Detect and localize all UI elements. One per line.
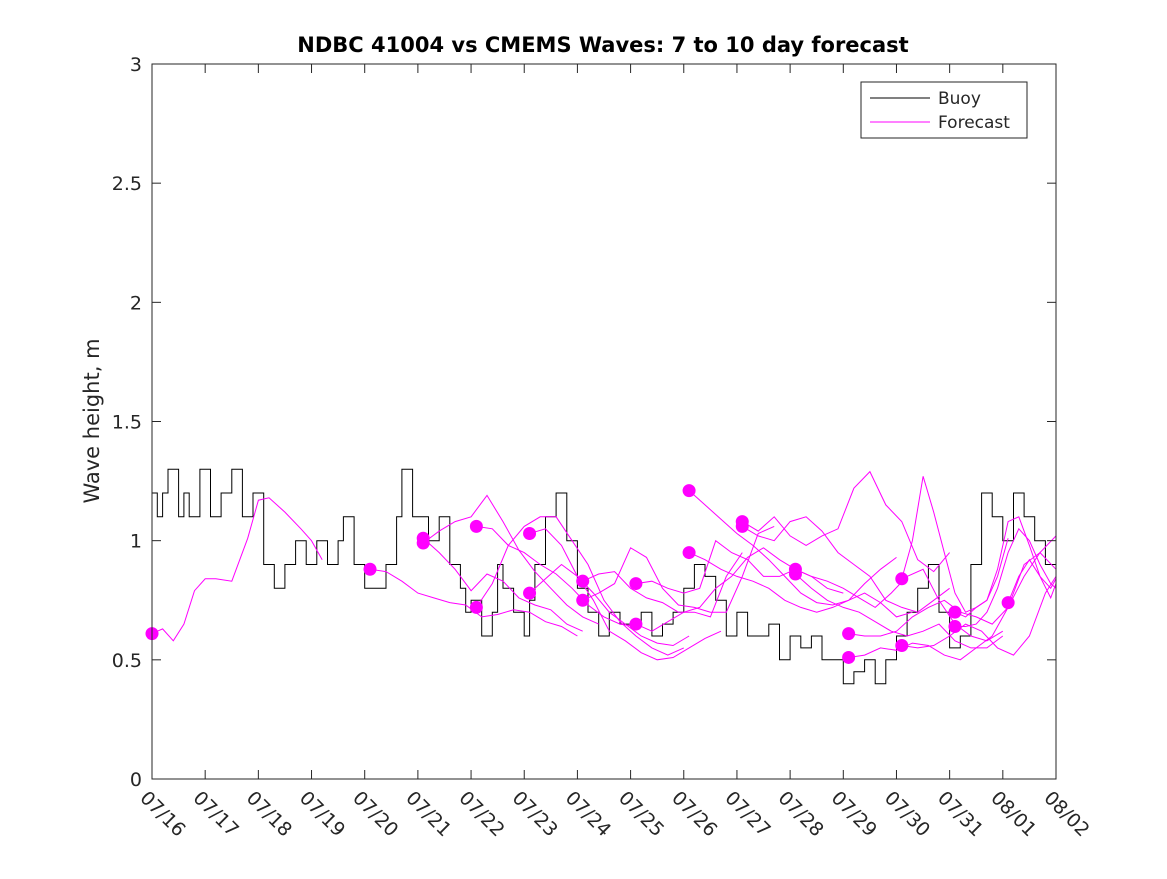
legend-box: [860, 81, 1028, 139]
forecast-start-point: [523, 586, 537, 600]
forecast-line: [795, 568, 1004, 642]
forecast-start-point: [416, 536, 430, 550]
forecast-line: [582, 525, 775, 613]
forecast-start-point: [788, 567, 802, 581]
x-tick-label: 07/24: [561, 787, 615, 841]
x-tick-label: 07/30: [880, 787, 934, 841]
x-tick-label: 07/26: [667, 787, 721, 841]
forecast-start-point: [895, 639, 909, 653]
buoy-line: [152, 468, 1057, 685]
x-tick-label: 07/16: [135, 787, 189, 841]
x-tick-label: 07/17: [189, 787, 243, 841]
forecast-start-point: [523, 527, 537, 541]
forecast-line: [901, 476, 1009, 613]
forecast-line: [635, 539, 796, 594]
forecast-line: [151, 497, 323, 642]
forecast-line: [475, 516, 685, 656]
forecast-start-point: [895, 572, 909, 586]
y-tick-label: 3: [130, 54, 142, 76]
legend-buoy-label: Buoy: [938, 89, 981, 109]
forecast-start-point: [842, 627, 856, 641]
forecast-line: [1007, 558, 1057, 603]
y-tick-label: 0.5: [112, 650, 142, 672]
legend-forecast-label: Forecast: [938, 113, 1010, 133]
forecast-line: [955, 527, 1057, 627]
forecast-line: [954, 516, 1057, 618]
x-tick-label: 07/23: [508, 787, 562, 841]
y-tick-label: 0: [130, 769, 142, 791]
forecast-start-point: [948, 605, 962, 619]
forecast-start-point: [842, 650, 856, 664]
forecast-start-point: [363, 562, 377, 576]
y-axis-label: Wave height, m: [80, 338, 104, 503]
forecast-line: [901, 576, 1057, 656]
plot-frame: [151, 63, 1057, 780]
forecast-start-point: [948, 619, 962, 633]
plot-marks: [145, 468, 1057, 685]
forecast-start-point: [735, 519, 749, 533]
x-tick-label: 07/27: [720, 787, 774, 841]
forecast-start-point: [469, 519, 483, 533]
y-tick-label: 2: [130, 292, 142, 314]
x-tick-label: 07/25: [614, 787, 668, 841]
x-tick-label: 07/28: [774, 787, 828, 841]
forecast-line: [422, 537, 583, 632]
axes: 00.511.522.5307/1607/1707/1807/1907/2007…: [112, 54, 1094, 841]
forecast-start-point: [629, 577, 643, 591]
chart-title: NDBC 41004 vs CMEMS Waves: 7 to 10 day f…: [297, 33, 908, 57]
forecast-line: [582, 552, 743, 618]
x-tick-label: 08/01: [986, 787, 1040, 841]
forecast-line: [742, 516, 950, 613]
forecast-start-point: [576, 593, 590, 607]
forecast-start-point: [576, 574, 590, 588]
forecast-start-point: [682, 546, 696, 560]
y-tick-label: 1.5: [112, 412, 142, 434]
x-tick-label: 07/31: [933, 787, 987, 841]
x-tick-label: 07/29: [827, 787, 881, 841]
legend: Buoy Forecast: [860, 81, 1028, 139]
forecast-line: [795, 573, 1004, 649]
forecast-line: [848, 551, 1057, 661]
forecast-line: [742, 470, 950, 573]
forecast-start-point: [1001, 596, 1015, 610]
x-tick-label: 08/02: [1039, 787, 1093, 841]
x-tick-label: 07/20: [348, 787, 402, 841]
forecast-line: [422, 494, 599, 625]
forecast-start-point: [469, 600, 483, 614]
y-tick-label: 1: [130, 531, 142, 553]
forecast-line: [688, 490, 897, 606]
x-tick-label: 07/18: [242, 787, 296, 841]
x-tick-label: 07/22: [455, 787, 509, 841]
forecast-line: [529, 528, 690, 647]
y-tick-label: 2.5: [112, 173, 142, 195]
forecast-start-point: [682, 484, 696, 498]
forecast-start-point: [629, 617, 643, 631]
forecast-line: [529, 563, 722, 661]
x-tick-label: 07/21: [401, 787, 455, 841]
x-tick-label: 07/19: [295, 787, 349, 841]
forecast-line: [688, 552, 913, 618]
forecast-line: [476, 525, 636, 627]
